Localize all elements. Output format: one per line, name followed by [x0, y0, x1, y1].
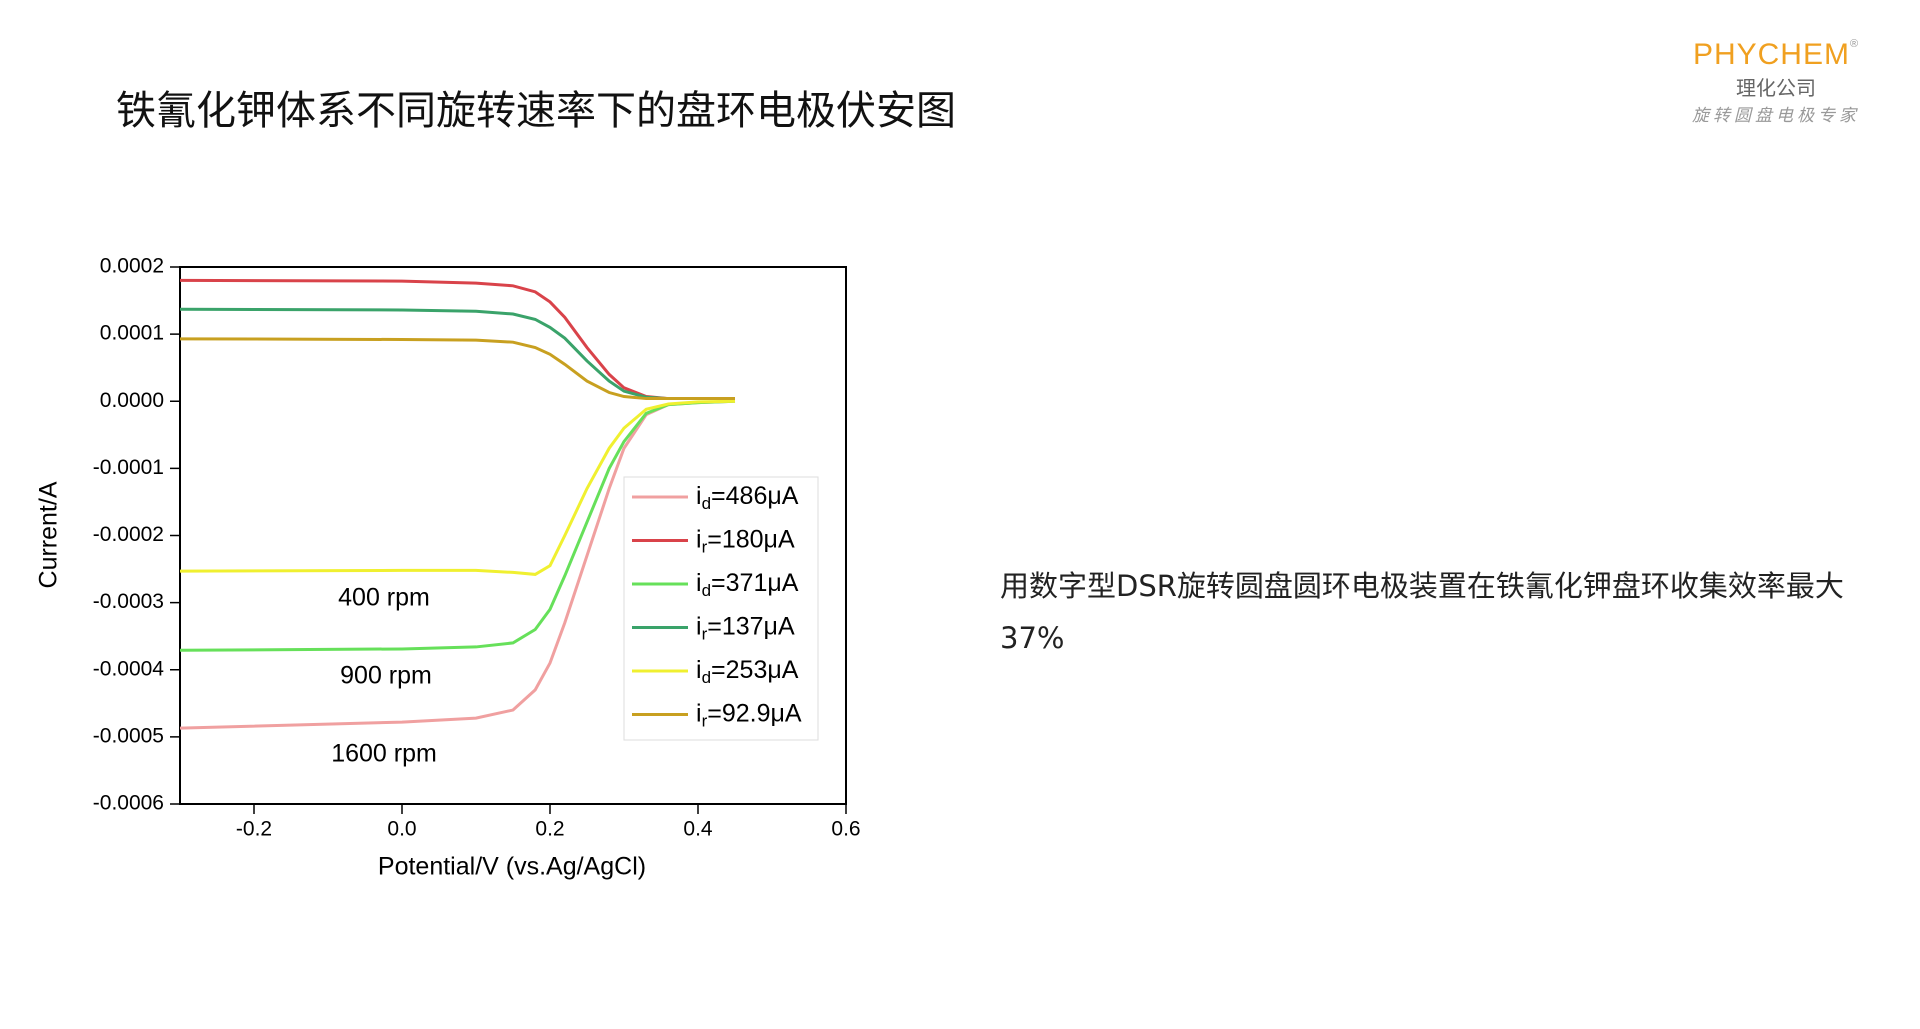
legend-box — [623, 476, 819, 741]
plot-frame — [179, 266, 847, 805]
x-tick-label: 0.4 — [683, 818, 713, 841]
y-tick-label: -0.0001 — [93, 456, 164, 479]
legend-label: ir=92.9μA — [696, 699, 802, 731]
note: 用数字型DSR旋转圆盘圆环电极装置在铁氰化钾盘环收集效率最大37% — [1000, 569, 1844, 655]
x-tick-label: 0.0 — [387, 818, 416, 841]
logo-registered: ® — [1849, 38, 1860, 50]
annotation: 1600 rpm — [331, 740, 437, 768]
logo: PHYCHEM® 理化公司 旋转圆盘电极专家 — [1692, 38, 1860, 126]
logo-company: 理化公司 — [1736, 76, 1816, 100]
y-tick-label: 0.0002 — [100, 255, 164, 278]
legend-label: ir=137μA — [696, 612, 795, 644]
x-tick-label: -0.2 — [236, 818, 272, 841]
x-tick-label: 0.6 — [831, 818, 860, 841]
x-axis-label: Potential/V (vs.Ag/AgCl) — [378, 853, 646, 881]
y-axis-label: Current/A — [35, 481, 63, 588]
x-tick-label: 0.2 — [535, 818, 564, 841]
annotation: 400 rpm — [338, 584, 430, 612]
series-line — [179, 307, 735, 401]
logo-brand: PHYCHEM® — [1692, 38, 1860, 72]
legend-label: id=371μA — [696, 569, 799, 601]
y-tick-label: 0.0000 — [100, 389, 164, 412]
logo-slogan: 旋转圆盘电极专家 — [1692, 106, 1860, 126]
annotation: 900 rpm — [340, 662, 432, 690]
slide-title: 铁氰化钾体系不同旋转速率下的盘环电极伏安图 — [116, 88, 956, 134]
legend-label: id=486μA — [696, 482, 799, 514]
legend-label: id=253μA — [696, 656, 799, 688]
y-tick-label: -0.0002 — [93, 523, 164, 546]
y-tick-label: -0.0003 — [93, 590, 164, 613]
series-line — [179, 337, 735, 401]
y-tick-label: 0.0001 — [100, 322, 164, 345]
logo-text: PHYCHEM — [1692, 38, 1850, 71]
y-tick-label: -0.0006 — [93, 792, 164, 815]
y-tick-label: -0.0005 — [93, 724, 164, 747]
series-line — [179, 399, 736, 576]
legend-label: ir=180μA — [696, 525, 795, 557]
y-tick-label: -0.0004 — [93, 657, 165, 680]
